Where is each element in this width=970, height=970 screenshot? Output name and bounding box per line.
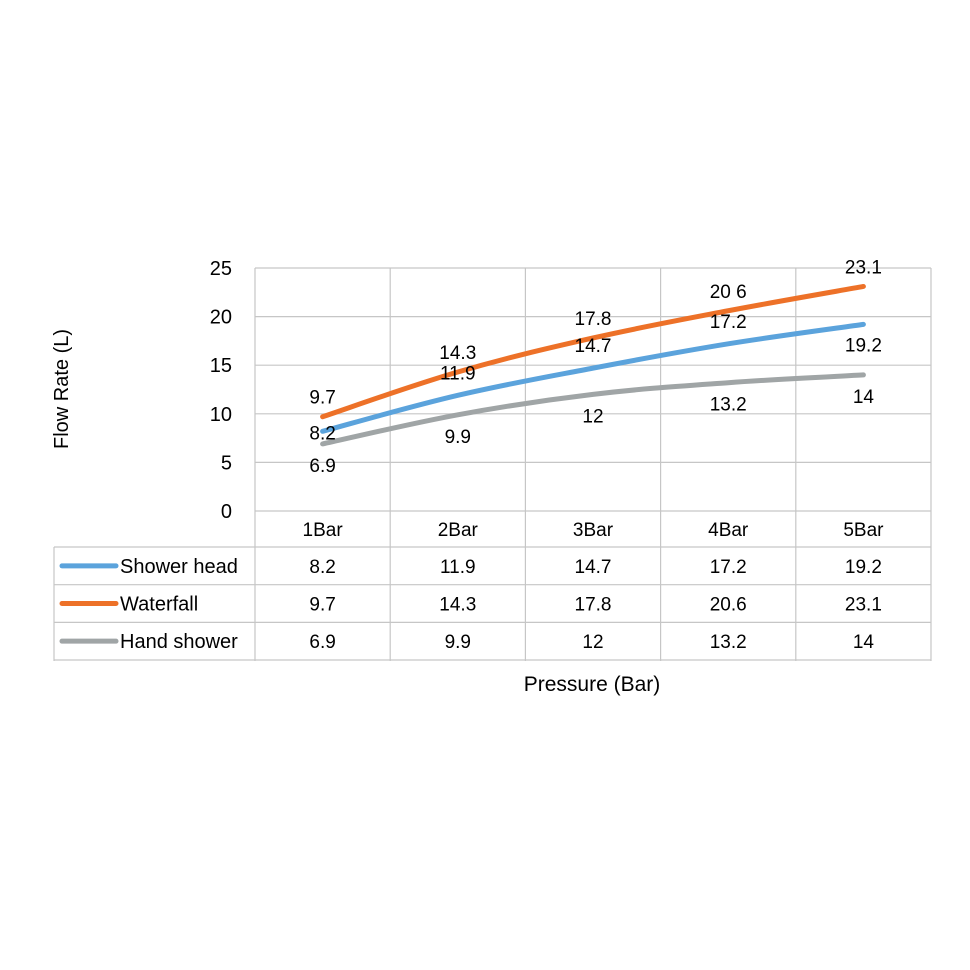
- y-tick-label: 0: [221, 501, 232, 523]
- table-cell: 14: [853, 632, 875, 653]
- series-lines: [320, 283, 866, 447]
- table-cell: 6.9: [309, 632, 335, 653]
- x-tick-label: 2Bar: [438, 520, 479, 541]
- table-cell: 19.2: [845, 557, 882, 578]
- data-label: 9.9: [445, 427, 471, 448]
- x-tick-label: 3Bar: [573, 520, 614, 541]
- series-line-2: [320, 372, 866, 447]
- data-labels: 8.2 11.9 14.7 17.2 19.2 9.7 14.3 17.8 20 6 23.1 6.…: [309, 257, 882, 476]
- x-tick-label: 5Bar: [843, 520, 884, 541]
- y-tick-label: 15: [210, 355, 232, 377]
- data-label: 17.2: [710, 312, 747, 333]
- y-tick-label: 20: [210, 307, 232, 329]
- table-cell: 14.3: [439, 595, 476, 616]
- data-label: 17.8: [575, 309, 612, 330]
- y-tick-label: 10: [210, 404, 232, 426]
- table-cell: 17.2: [710, 557, 747, 578]
- legend-label: Waterfall: [120, 594, 198, 616]
- data-label: 12: [582, 406, 603, 427]
- series-line-0: [320, 321, 866, 434]
- data-label: 11.9: [440, 363, 476, 384]
- data-label: 8.2: [309, 423, 335, 444]
- table-cell: 20.6: [710, 595, 747, 616]
- series-line-1: [320, 283, 866, 420]
- table-cell: 17.8: [575, 595, 612, 616]
- y-axis-title: Flow Rate (L): [51, 329, 73, 449]
- x-tick-label: 4Bar: [708, 520, 749, 541]
- data-label: 23.1: [845, 257, 882, 278]
- data-label: 20 6: [710, 282, 747, 303]
- axes: Flow Rate (L) Pressure (Bar) 0 5 10 15 20 25 1…: [51, 258, 884, 696]
- table-cell: 23.1: [845, 595, 882, 616]
- table-cell: 9.7: [309, 595, 335, 616]
- data-label: 6.9: [309, 456, 335, 477]
- table-cell: 13.2: [710, 632, 747, 653]
- data-label: 14.7: [575, 336, 612, 357]
- data-label: 13.2: [710, 395, 747, 416]
- data-label: 9.7: [309, 388, 335, 409]
- data-label: 14.3: [439, 343, 476, 364]
- legend-label: Hand shower: [120, 631, 238, 653]
- table-cell: 8.2: [309, 557, 335, 578]
- legend-label: Shower head: [120, 556, 238, 578]
- y-tick-label: 25: [210, 258, 232, 280]
- table-cell: 11.9: [440, 557, 476, 578]
- table-cell: 14.7: [575, 557, 612, 578]
- table-cell: 9.9: [445, 632, 471, 653]
- table-cell: 12: [582, 632, 603, 653]
- data-label: 19.2: [845, 335, 882, 356]
- data-label: 14: [853, 387, 875, 408]
- x-tick-label: 1Bar: [303, 520, 344, 541]
- y-tick-label: 5: [221, 452, 232, 474]
- data-table: Shower head 8.2 11.9 14.7 17.2 19.2 Waterfall 9…: [53, 546, 931, 661]
- x-axis-title: Pressure (Bar): [524, 673, 661, 696]
